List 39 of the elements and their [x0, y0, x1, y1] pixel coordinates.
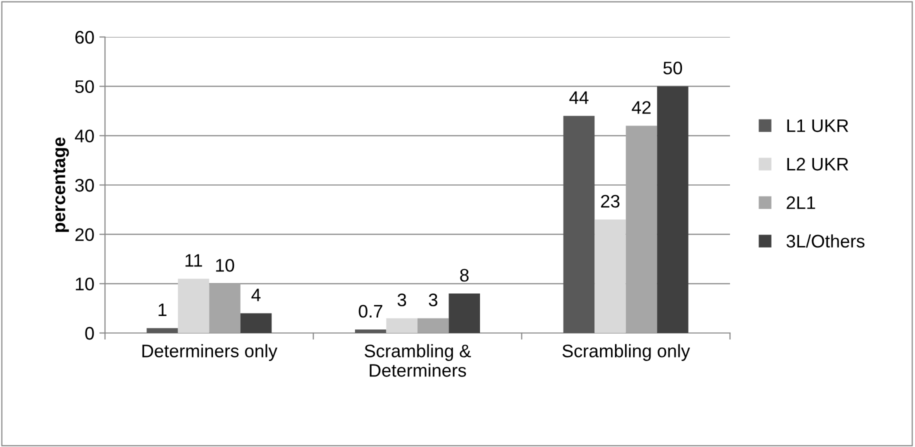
legend-label: 2L1: [786, 196, 816, 209]
data-label: 1: [158, 304, 166, 316]
data-label: 0.7: [358, 304, 382, 318]
bar: [418, 318, 449, 333]
bar: [594, 220, 626, 333]
y-tick-label: 40: [74, 130, 94, 142]
data-label: 11: [186, 254, 202, 267]
y-axis-title: percentage: [53, 137, 69, 232]
bar: [146, 328, 178, 333]
data-label: 23: [601, 194, 620, 208]
legend-label: 3L/Others: [786, 234, 864, 248]
data-label: 10: [216, 258, 234, 272]
bar: [386, 318, 418, 333]
y-tick-label: 20: [75, 228, 94, 242]
x-tick-label: Determiners only: [142, 344, 278, 361]
data-label: 42: [632, 101, 651, 114]
bar: [209, 284, 240, 333]
y-tick-label: 10: [76, 278, 94, 290]
y-tick-label: 60: [75, 30, 94, 44]
bar: [626, 126, 658, 333]
legend-label: L1 UKR: [787, 120, 848, 132]
data-label: 3: [428, 294, 438, 306]
bar: [178, 278, 210, 333]
y-tick-label: 50: [75, 80, 94, 94]
x-tick-label: Scrambling only: [562, 344, 690, 361]
bar: [563, 116, 595, 333]
data-label: 50: [663, 62, 682, 74]
bar: [355, 330, 386, 333]
data-label: 44: [569, 91, 588, 104]
data-label: 8: [460, 268, 469, 282]
data-label: 3: [398, 294, 406, 306]
bar: [240, 313, 272, 333]
y-tick-label: 30: [75, 178, 94, 192]
data-label: 4: [251, 288, 261, 302]
legend-label: L2 UKR: [787, 158, 848, 171]
x-tick-label: Scrambling & Determiners: [364, 344, 471, 377]
y-tick-label: 0: [85, 326, 94, 340]
bar: [448, 294, 480, 333]
bar: [657, 86, 688, 333]
